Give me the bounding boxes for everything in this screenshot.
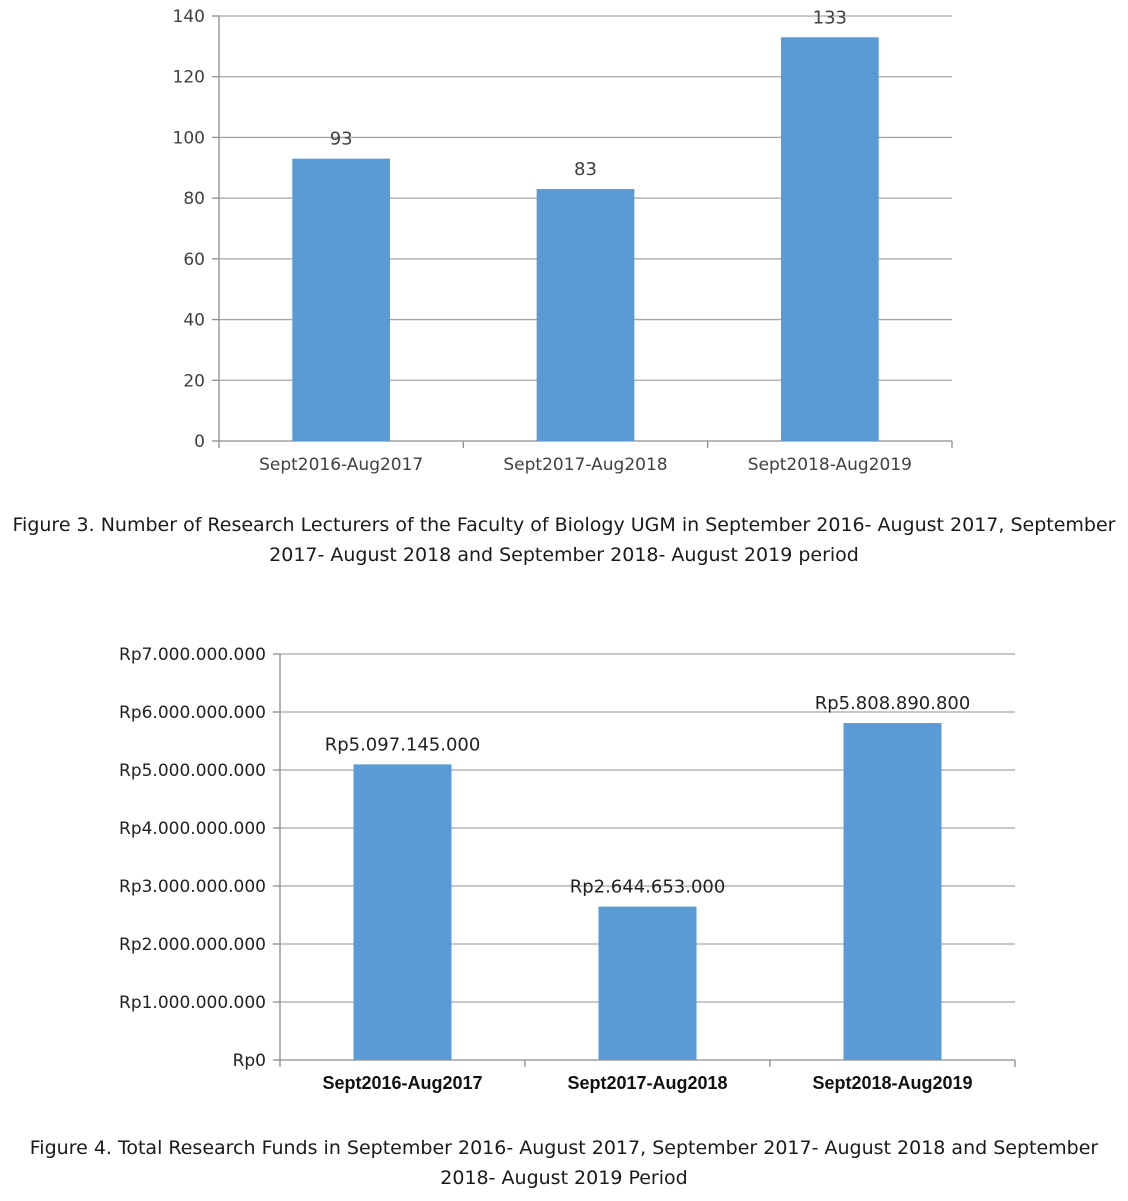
data-label: 93 [330, 129, 353, 150]
bar [292, 158, 391, 441]
research-funds-bar-chart: Rp0 Rp1.000.000.000 Rp2.000.000.000 Rp3.000… [119, 645, 1016, 1093]
x-category-label: Sept2018-Aug2019 [748, 455, 912, 475]
y-tick-label: 60 [183, 250, 205, 270]
y-tick-label: Rp6.000.000.000 [119, 703, 266, 723]
y-tick-label: Rp5.000.000.000 [119, 761, 266, 781]
y-tick-label: 0 [194, 432, 205, 452]
data-label: Rp5.808.890.800 [815, 693, 971, 714]
bar [843, 723, 942, 1060]
data-label: 83 [574, 159, 597, 180]
x-category-label: Sept2017-Aug2018 [567, 1073, 727, 1093]
y-tick-label: Rp3.000.000.000 [119, 877, 266, 897]
y-tick-label: 140 [173, 7, 205, 27]
bar [780, 37, 879, 441]
y-tick-label: 20 [183, 371, 205, 391]
x-category-label: Sept2017-Aug2018 [503, 455, 667, 475]
y-tick-label: Rp7.000.000.000 [119, 645, 266, 665]
y-tick-label: Rp1.000.000.000 [119, 993, 266, 1013]
y-tick-label: 80 [183, 189, 205, 209]
data-label: Rp2.644.653.000 [570, 877, 726, 898]
y-tick-label: Rp0 [233, 1051, 266, 1071]
figure-4-caption: Figure 4. Total Research Funds in Septem… [29, 1137, 1099, 1189]
figure-3-caption: Figure 3. Number of Research Lecturers o… [12, 514, 1116, 566]
x-category-label: Sept2018-Aug2019 [812, 1073, 972, 1093]
y-tick-label: Rp4.000.000.000 [119, 819, 266, 839]
bar [353, 764, 452, 1060]
bar [598, 906, 697, 1060]
data-label: 133 [813, 7, 847, 28]
y-tick-label: 120 [173, 68, 205, 88]
y-tick-label: Rp2.000.000.000 [119, 935, 266, 955]
x-category-label: Sept2016-Aug2017 [259, 455, 423, 475]
y-tick-label: 100 [173, 128, 205, 148]
lecturers-bar-chart: 0 20 40 60 80 100 120 140 93 Sept2016-Aug2017 83 Se… [173, 7, 953, 475]
bar [536, 189, 635, 441]
x-category-label: Sept2016-Aug2017 [322, 1073, 482, 1093]
data-label: Rp5.097.145.000 [325, 734, 481, 755]
y-tick-label: 40 [183, 311, 205, 331]
